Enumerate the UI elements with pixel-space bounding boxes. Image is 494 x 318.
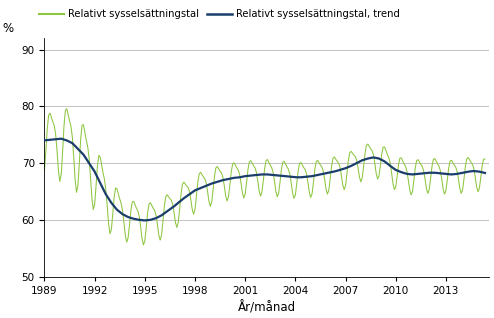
X-axis label: År/månad: År/månad [238, 301, 296, 315]
Text: %: % [2, 22, 14, 35]
Legend: Relativt sysselsättningstal, Relativt sysselsättningstal, trend: Relativt sysselsättningstal, Relativt sy… [35, 5, 404, 23]
